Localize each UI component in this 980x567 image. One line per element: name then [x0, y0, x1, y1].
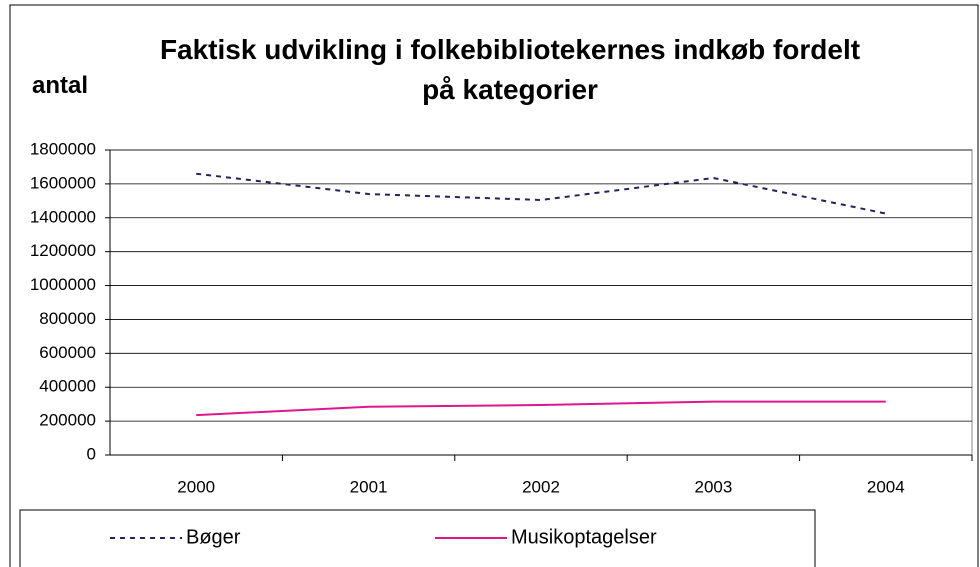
y-tick-label: 800000: [39, 309, 96, 328]
series-line: [196, 400, 886, 417]
y-tick-label: 1200000: [30, 241, 96, 260]
legend-box: [19, 509, 816, 567]
chart-title: Faktisk udvikling i folkebibliotekernes …: [159, 34, 861, 105]
y-tick-label: 0: [87, 444, 96, 463]
series-line: [196, 172, 887, 215]
y-tick-label: 600000: [39, 343, 96, 362]
y-tick-label: 1800000: [30, 139, 96, 158]
x-tick-label: 2001: [350, 477, 388, 496]
plot-area: [109, 149, 973, 456]
legend-label: Musikoptagelser: [511, 526, 657, 548]
legend-label: Bøger: [186, 526, 241, 548]
x-tick-label: 2003: [694, 477, 732, 496]
y-tick-label: 1400000: [30, 207, 96, 226]
y-tick-label: 200000: [39, 411, 96, 430]
y-tick-label: 1600000: [30, 173, 96, 192]
chart-border: [9, 4, 979, 567]
y-tick-label: 1000000: [30, 275, 96, 294]
y-tick-label: 400000: [39, 377, 96, 396]
x-tick-label: 2000: [177, 477, 215, 496]
x-tick-label: 2002: [522, 477, 560, 496]
x-tick-label: 2004: [867, 477, 905, 496]
y-axis-label: antal: [32, 72, 89, 99]
